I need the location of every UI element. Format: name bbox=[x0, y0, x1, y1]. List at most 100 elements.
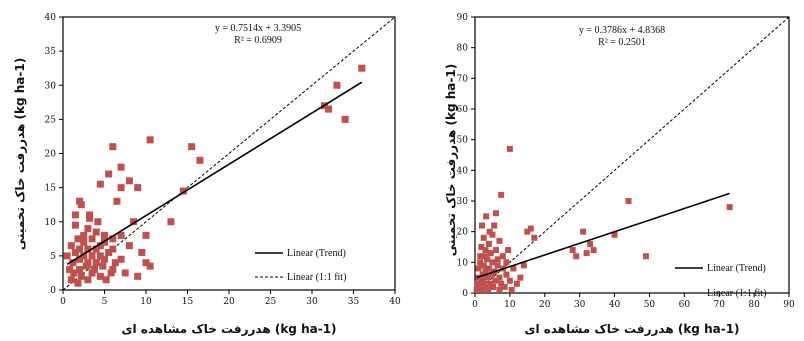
data-point bbox=[494, 256, 501, 263]
legend-trend-label: Linear (Trend) bbox=[707, 263, 766, 274]
data-point bbox=[611, 231, 618, 238]
trend-line bbox=[476, 192, 730, 279]
data-point bbox=[325, 105, 333, 113]
data-point bbox=[527, 225, 534, 232]
data-point bbox=[473, 286, 480, 293]
data-point bbox=[94, 218, 102, 226]
data-point bbox=[76, 255, 84, 263]
x-axis-label: هدررفت خاک مشاهده ای (kg ha-1) bbox=[121, 322, 336, 336]
data-point bbox=[71, 248, 79, 256]
data-point bbox=[485, 240, 492, 247]
x-tick-label: 30 bbox=[574, 300, 586, 310]
data-point bbox=[625, 198, 632, 204]
data-point bbox=[506, 145, 513, 152]
x-tick-label: 25 bbox=[265, 297, 277, 307]
data-point bbox=[71, 211, 79, 219]
right-scatter-chart: 0 10 20 30 40 50 60 70 80 90 0 10 20 30 40 50 60 70 80 90 y … bbox=[444, 13, 795, 336]
data-point bbox=[508, 286, 515, 293]
data-point bbox=[96, 252, 104, 260]
y-tick-label: 15 bbox=[45, 184, 57, 194]
data-point bbox=[113, 197, 121, 205]
data-point bbox=[67, 276, 75, 284]
data-point bbox=[92, 245, 100, 253]
data-point bbox=[583, 250, 590, 257]
data-point bbox=[480, 262, 487, 269]
data-point bbox=[489, 231, 496, 238]
x-tick-label: 5 bbox=[102, 297, 108, 307]
data-point bbox=[341, 115, 349, 123]
data-point bbox=[84, 276, 92, 284]
data-point bbox=[496, 286, 503, 293]
x-tick-label: 30 bbox=[306, 297, 318, 307]
y-tick-label: 40 bbox=[45, 13, 57, 23]
data-point bbox=[84, 225, 92, 233]
data-point bbox=[333, 81, 341, 89]
data-point bbox=[476, 283, 483, 290]
data-point bbox=[111, 259, 119, 267]
data-point bbox=[587, 240, 594, 247]
data-point bbox=[76, 245, 84, 253]
data-point bbox=[179, 187, 187, 195]
data-point bbox=[146, 262, 154, 270]
data-point bbox=[475, 265, 482, 272]
data-point bbox=[92, 228, 100, 236]
data-point bbox=[117, 231, 125, 239]
data-point bbox=[478, 277, 485, 284]
data-point bbox=[109, 245, 117, 253]
x-tick-label: 40 bbox=[389, 297, 401, 307]
data-point bbox=[80, 231, 88, 239]
data-point bbox=[492, 210, 499, 217]
y-tick-label: 5 bbox=[50, 252, 56, 262]
data-point bbox=[501, 283, 508, 290]
data-point bbox=[101, 231, 108, 239]
data-point bbox=[520, 262, 527, 269]
data-point bbox=[478, 244, 485, 250]
data-point bbox=[479, 271, 486, 278]
y-tick-label: 0 bbox=[462, 289, 468, 299]
data-point bbox=[86, 211, 94, 219]
data-point bbox=[80, 238, 88, 246]
data-point bbox=[484, 274, 491, 281]
data-point bbox=[96, 180, 104, 188]
data-point bbox=[96, 272, 104, 280]
data-point bbox=[531, 234, 538, 241]
data-point bbox=[482, 247, 489, 254]
data-point bbox=[117, 255, 125, 263]
x-tick-label: 35 bbox=[348, 297, 360, 307]
data-point bbox=[67, 242, 75, 250]
one-to-one-line bbox=[474, 16, 790, 294]
data-point bbox=[478, 286, 485, 293]
data-point bbox=[483, 213, 490, 220]
data-point bbox=[117, 184, 125, 192]
data-point bbox=[492, 277, 499, 284]
y-tick-label: 80 bbox=[457, 44, 469, 54]
data-point bbox=[569, 247, 576, 254]
x-tick-label: 90 bbox=[783, 300, 795, 310]
x-tick-label: 0 bbox=[60, 297, 66, 307]
data-point bbox=[188, 143, 196, 151]
data-point bbox=[125, 242, 133, 250]
data-point bbox=[142, 259, 150, 267]
data-point bbox=[74, 235, 82, 243]
data-point bbox=[134, 184, 142, 192]
data-point bbox=[506, 277, 513, 284]
y-tick-label: 50 bbox=[457, 136, 469, 146]
y-tick-label: 90 bbox=[457, 13, 469, 23]
data-point bbox=[499, 253, 506, 260]
data-point bbox=[481, 253, 488, 260]
data-point bbox=[517, 274, 524, 281]
data-point bbox=[117, 163, 125, 171]
data-point bbox=[125, 177, 133, 185]
data-point bbox=[492, 247, 499, 254]
data-point bbox=[498, 280, 505, 287]
data-point bbox=[121, 269, 129, 277]
data-point bbox=[101, 255, 108, 263]
x-tick-label: 50 bbox=[644, 300, 656, 310]
data-point bbox=[480, 280, 487, 287]
data-point bbox=[474, 280, 481, 287]
data-point bbox=[105, 248, 113, 256]
y-tick-label: 35 bbox=[45, 47, 57, 57]
x-tick-label: 70 bbox=[713, 300, 725, 310]
data-point bbox=[109, 266, 117, 274]
y-tick-label: 30 bbox=[457, 197, 469, 207]
